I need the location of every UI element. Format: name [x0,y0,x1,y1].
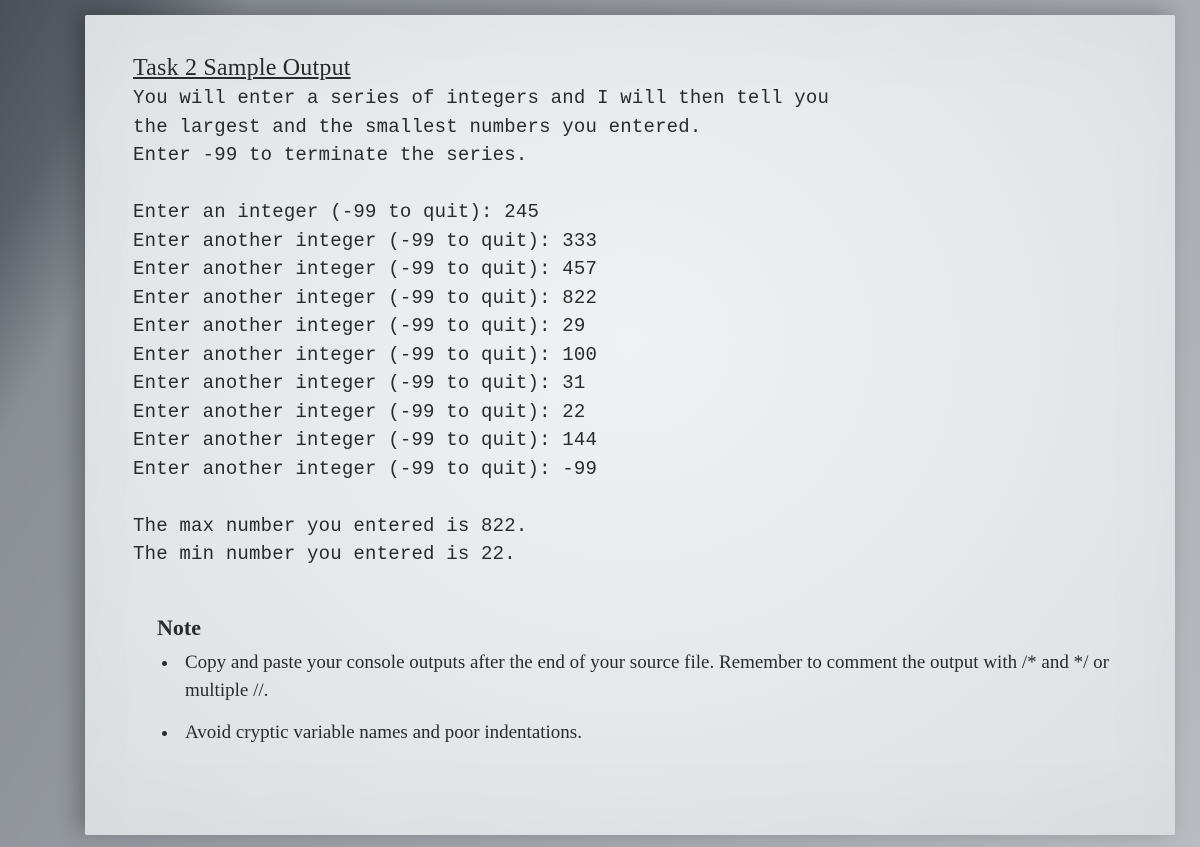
note-list: Copy and paste your console outputs afte… [133,649,1135,747]
note-list-item: Avoid cryptic variable names and poor in… [179,719,1135,747]
section-heading: Task 2 Sample Output [133,55,1135,82]
document-page: Task 2 Sample Output You will enter a se… [85,15,1175,835]
note-list-item: Copy and paste your console outputs afte… [179,649,1135,705]
console-output: You will enter a series of integers and … [133,84,1135,569]
note-title: Note [157,615,1135,641]
note-section: Note Copy and paste your console outputs… [133,615,1135,747]
